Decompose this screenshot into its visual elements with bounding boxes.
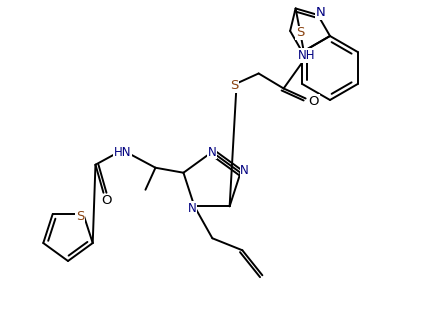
Text: N: N: [316, 6, 326, 20]
Text: N: N: [240, 164, 249, 177]
Text: N: N: [188, 202, 197, 215]
Text: NH: NH: [298, 49, 316, 62]
Text: HN: HN: [114, 146, 131, 159]
Text: O: O: [101, 194, 112, 207]
Text: S: S: [296, 27, 304, 40]
Text: S: S: [231, 79, 239, 92]
Text: O: O: [308, 95, 319, 108]
Text: N: N: [208, 145, 217, 159]
Text: S: S: [76, 210, 85, 223]
